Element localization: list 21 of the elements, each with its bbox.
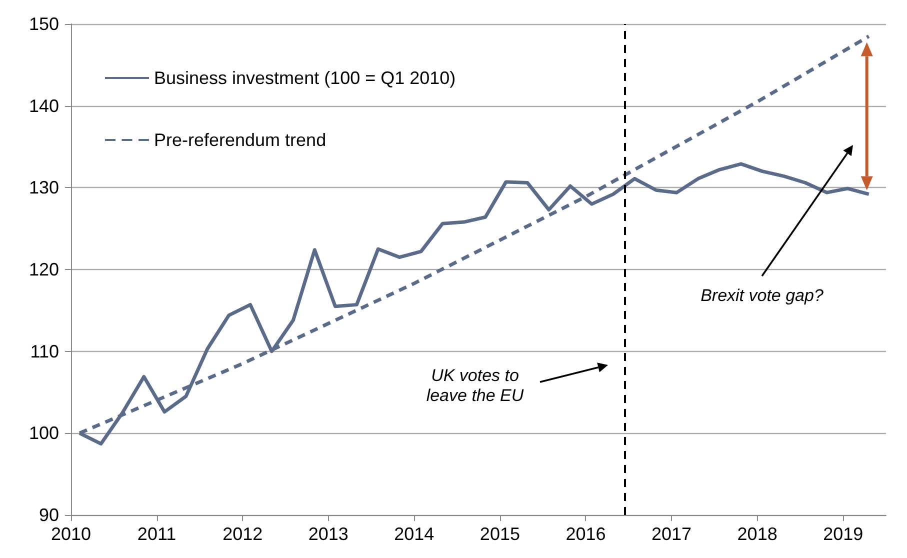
x-tick-label: 2011 <box>137 524 176 544</box>
y-tick-label: 150 <box>28 14 59 34</box>
x-tick-label: 2017 <box>652 524 692 544</box>
x-tick-label: 2014 <box>394 524 434 544</box>
x-tick-label: 2013 <box>308 524 348 544</box>
legend-label: Pre-referendum trend <box>154 130 326 150</box>
y-tick-label: 110 <box>30 341 59 362</box>
x-tick-label: 2015 <box>480 524 520 544</box>
annotation: Brexit vote gap? <box>700 286 824 306</box>
y-tick-label: 140 <box>28 96 59 116</box>
x-tick-label: 2012 <box>222 524 263 544</box>
y-tick-label: 130 <box>28 178 59 198</box>
x-tick-label: 2019 <box>823 524 864 544</box>
x-tick-label: 2010 <box>50 524 92 544</box>
x-tick-label: 2016 <box>566 524 606 544</box>
x-tick-label: 2018 <box>737 524 778 544</box>
annotation: UK votes to leave the EU <box>425 366 525 406</box>
y-tick-label: 120 <box>28 260 59 280</box>
legend-label: Business investment (100 = Q1 2010) <box>154 68 456 88</box>
y-tick-label: 100 <box>28 423 59 444</box>
y-tick-label: 90 <box>38 505 59 525</box>
